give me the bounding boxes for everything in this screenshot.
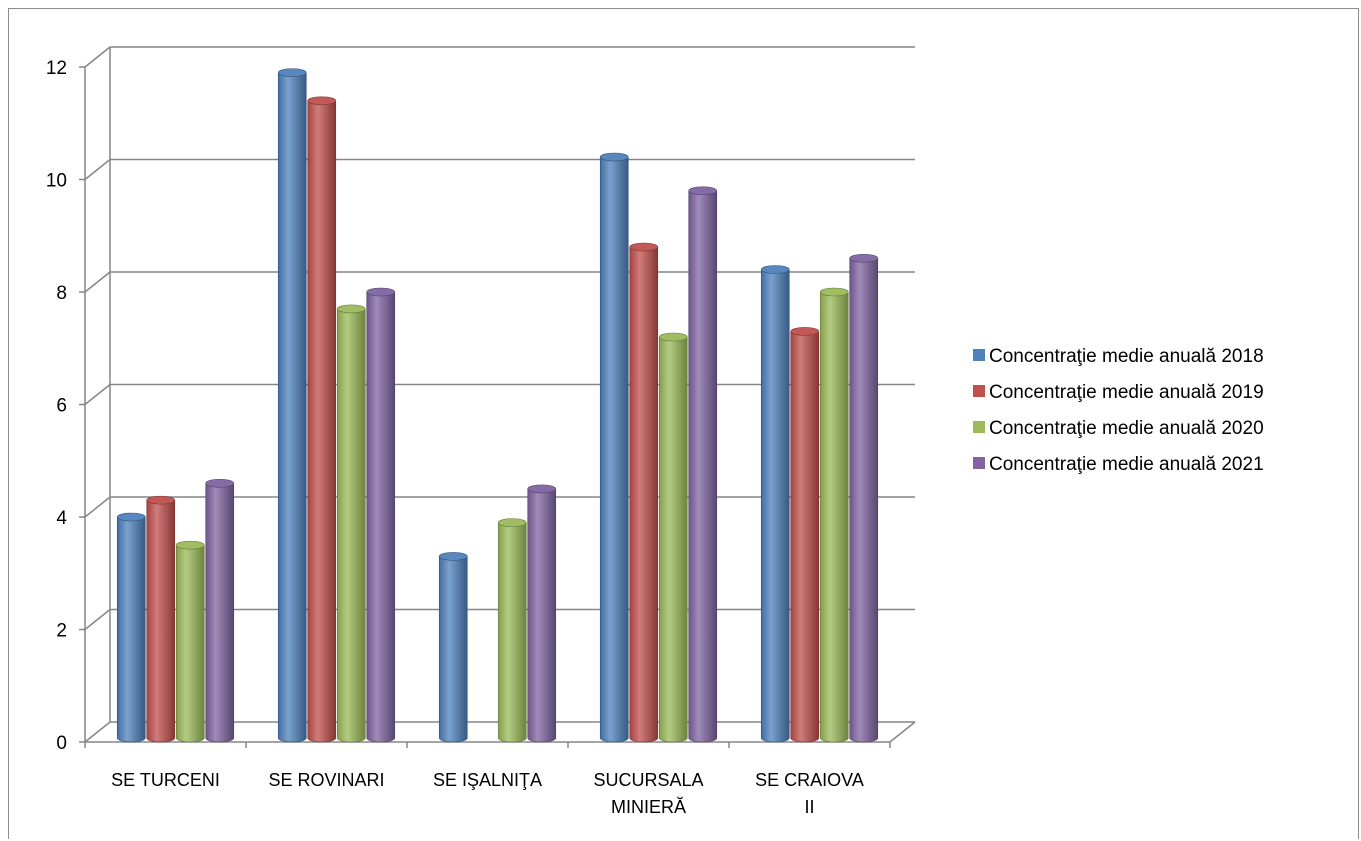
bar-body bbox=[438, 556, 468, 743]
bar bbox=[205, 478, 235, 743]
bar-body bbox=[658, 336, 688, 743]
bar-body bbox=[527, 488, 557, 743]
category-label: MINIERĂ bbox=[611, 797, 686, 817]
category-label: SE IŞALNIŢA bbox=[433, 770, 542, 790]
bar bbox=[819, 287, 849, 743]
legend-label: Concentraţie medie anuală 2020 bbox=[989, 418, 1264, 439]
y-tick-label: 2 bbox=[56, 621, 67, 642]
bars bbox=[116, 68, 879, 743]
bar-top bbox=[819, 287, 849, 297]
bar bbox=[277, 68, 307, 743]
gridline-diagonal bbox=[84, 721, 111, 743]
bar-body bbox=[205, 482, 235, 743]
bar bbox=[849, 253, 879, 743]
gridline-diagonal bbox=[84, 158, 111, 181]
bar-body bbox=[599, 156, 629, 743]
bar-body bbox=[336, 308, 366, 743]
chart-frame bbox=[8, 8, 1359, 839]
bar-body bbox=[307, 100, 337, 743]
floor-edge bbox=[889, 721, 916, 743]
bar-body bbox=[175, 544, 205, 743]
bar-top bbox=[629, 242, 659, 252]
bar bbox=[438, 552, 468, 743]
y-tick-label: 8 bbox=[56, 283, 67, 304]
bar-body bbox=[688, 190, 718, 743]
legend-swatch bbox=[973, 421, 985, 433]
bar bbox=[629, 242, 659, 743]
bar bbox=[366, 287, 396, 743]
bar bbox=[599, 152, 629, 743]
bar bbox=[760, 265, 790, 743]
bar bbox=[497, 518, 527, 743]
bar-top bbox=[527, 484, 557, 494]
bar bbox=[307, 96, 337, 743]
bar bbox=[146, 495, 176, 743]
legend-entry: Concentraţie medie anuală 2019 bbox=[973, 382, 1264, 403]
category-label: SE TURCENI bbox=[111, 770, 220, 790]
y-tick-label: 10 bbox=[46, 171, 67, 192]
bar-body bbox=[366, 291, 396, 743]
bar-top bbox=[849, 253, 879, 263]
legend-swatch bbox=[973, 349, 985, 361]
y-tick-label: 12 bbox=[46, 58, 67, 79]
bar-top bbox=[175, 540, 205, 550]
legend-entry: Concentraţie medie anuală 2018 bbox=[973, 346, 1264, 367]
bar-top bbox=[688, 186, 718, 196]
category-labels: SE TURCENI SE ROVINARI SE IŞALNIŢA SUCURSAL… bbox=[111, 770, 864, 817]
category-label: II bbox=[804, 797, 814, 817]
legend-label: Concentraţie medie anuală 2018 bbox=[989, 346, 1264, 367]
bar-body bbox=[849, 257, 879, 743]
legend-entry: Concentraţie medie anuală 2020 bbox=[973, 418, 1264, 439]
bar-body bbox=[760, 269, 790, 743]
category-label: SE ROVINARI bbox=[268, 770, 384, 790]
bar-top bbox=[277, 68, 307, 77]
bar bbox=[336, 304, 366, 743]
bar-body bbox=[790, 331, 820, 743]
bar-top bbox=[146, 495, 176, 505]
gridline-diagonal bbox=[84, 46, 111, 68]
bar-top bbox=[366, 287, 396, 297]
bar-top bbox=[497, 518, 527, 527]
y-tick-label: 6 bbox=[56, 396, 67, 417]
bar-body bbox=[497, 522, 527, 743]
category-label: SUCURSALA bbox=[593, 770, 703, 790]
legend-entry: Concentraţie medie anuală 2021 bbox=[973, 454, 1264, 475]
legend-swatch bbox=[973, 457, 985, 469]
legend-swatch bbox=[973, 385, 985, 397]
gridline-diagonal bbox=[84, 383, 111, 406]
bar-top bbox=[307, 96, 337, 106]
gridline-diagonal bbox=[84, 608, 111, 631]
bar-top bbox=[760, 265, 790, 274]
bar-top bbox=[658, 332, 688, 342]
bar-body bbox=[116, 516, 146, 743]
legend-label: Concentraţie medie anuală 2019 bbox=[989, 382, 1264, 403]
gridline-diagonal bbox=[84, 496, 111, 518]
bar-body bbox=[819, 291, 849, 743]
y-tick-labels: 0 2 4 6 8 10 12 bbox=[46, 58, 68, 754]
gridline-diagonal bbox=[84, 271, 111, 293]
bar bbox=[658, 332, 688, 743]
legend-label: Concentraţie medie anuală 2021 bbox=[989, 454, 1264, 475]
bar-top bbox=[205, 478, 235, 488]
bar-body bbox=[277, 72, 307, 743]
category-label: SE CRAIOVA bbox=[755, 770, 864, 790]
legend: Concentraţie medie anuală 2018 Concentraţ… bbox=[973, 346, 1264, 475]
bar-body bbox=[146, 499, 176, 743]
bar bbox=[688, 186, 718, 743]
bar bbox=[175, 540, 205, 743]
bar-top bbox=[438, 552, 468, 561]
bar bbox=[527, 484, 557, 743]
bar-body bbox=[629, 246, 659, 743]
y-tick-label: 4 bbox=[56, 508, 67, 529]
bar bbox=[116, 512, 146, 743]
bar-top bbox=[599, 152, 629, 162]
bar-top bbox=[790, 327, 820, 336]
bar-top bbox=[336, 304, 366, 314]
y-tick-label: 0 bbox=[56, 733, 67, 754]
bar-top bbox=[116, 512, 146, 522]
bar bbox=[790, 327, 820, 743]
